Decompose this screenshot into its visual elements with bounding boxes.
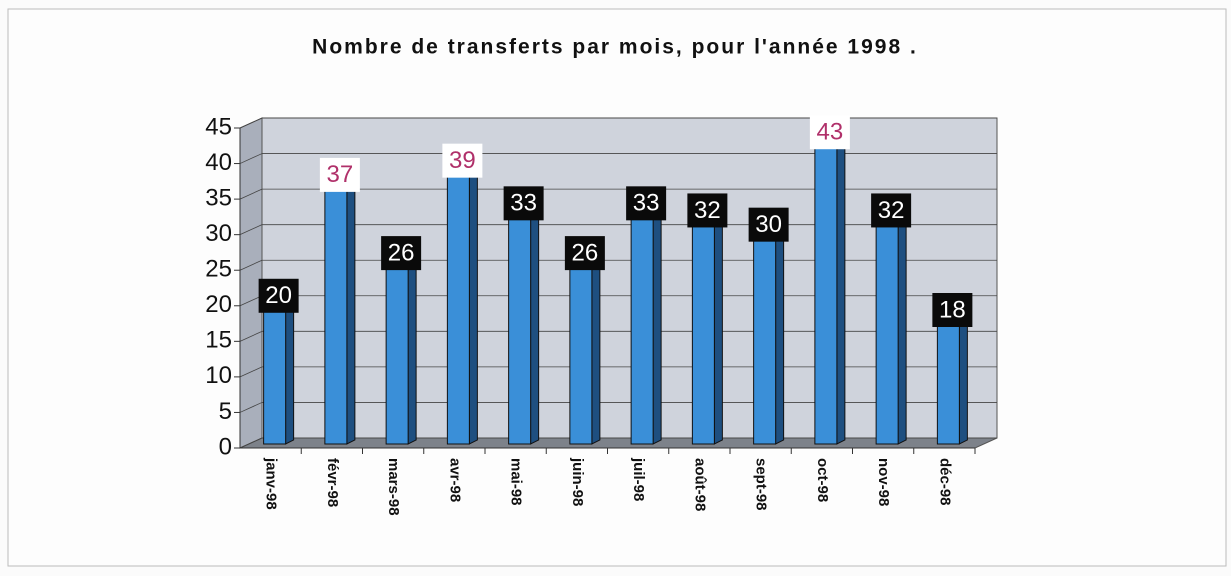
data-label-box (258, 278, 299, 313)
bar-side (775, 225, 785, 445)
bar-side (652, 204, 662, 445)
bar-side (836, 133, 846, 445)
y-tick-label: 5 (219, 398, 232, 425)
bar (324, 176, 356, 445)
x-tick-label: janv-98 (263, 457, 280, 510)
grid-line (239, 295, 263, 307)
bar (446, 161, 478, 445)
bar-side (530, 204, 540, 445)
x-tick-label: déc-98 (936, 458, 953, 506)
bar-side (468, 161, 478, 445)
data-label: 43 (817, 119, 844, 146)
bar-side (591, 254, 601, 445)
data-label: 30 (755, 211, 782, 238)
grid-line (239, 117, 263, 129)
bar (753, 225, 785, 445)
data-label-box (871, 193, 912, 228)
bar (569, 254, 601, 445)
data-label: 18 (939, 296, 966, 323)
x-tick-label: août-98 (691, 458, 708, 511)
bar (814, 133, 846, 445)
bar (630, 204, 662, 445)
data-label-box (564, 236, 605, 271)
bar-side (897, 211, 907, 445)
grid-line (239, 259, 263, 271)
bar-side (407, 254, 417, 445)
data-label-box (381, 236, 422, 271)
data-label-box (503, 186, 544, 221)
bar-side (346, 176, 356, 445)
data-label: 26 (572, 239, 599, 266)
bar-side (958, 311, 968, 445)
data-label: 26 (388, 239, 415, 266)
bar (263, 296, 295, 445)
bar-front (263, 301, 287, 445)
x-tick-label: juil-98 (630, 457, 647, 501)
x-tick-label: juin-98 (569, 457, 586, 506)
data-label: 20 (265, 282, 292, 309)
y-tick-label: 30 (205, 220, 232, 247)
x-tick-label: oct-98 (814, 458, 831, 502)
grid-line (239, 402, 263, 413)
bar-side (713, 211, 723, 445)
data-label-box (626, 186, 667, 221)
y-tick-label: 40 (205, 149, 232, 176)
bar-front (753, 230, 777, 445)
grid-line (239, 366, 263, 378)
bar-front (385, 258, 409, 445)
x-tick-label: mai-98 (508, 458, 525, 506)
bar (691, 211, 723, 445)
data-label: 33 (510, 190, 537, 217)
grid-line (239, 224, 263, 236)
y-tick-label: 25 (205, 256, 232, 283)
grid-line (239, 153, 263, 164)
x-tick-label: nov-98 (875, 458, 892, 506)
bar-front (446, 166, 470, 445)
x-tick-label: mars-98 (385, 458, 402, 516)
x-tick-label: sept-98 (753, 458, 770, 511)
bar-front (691, 215, 715, 445)
data-label-box (319, 157, 360, 192)
y-tick-label: 0 (219, 433, 232, 460)
grid-line (239, 188, 263, 200)
bar-front (875, 215, 899, 445)
bar (385, 254, 417, 445)
data-label-box (809, 115, 850, 150)
x-tick-label: févr-98 (324, 458, 341, 507)
bar (936, 311, 968, 445)
data-label: 37 (327, 161, 354, 188)
bar (875, 211, 907, 445)
data-label-box (442, 143, 483, 178)
y-tick-label: 20 (205, 291, 232, 318)
y-tick-label: 45 (205, 113, 232, 140)
bar-front (814, 137, 838, 445)
bar-front (324, 180, 348, 445)
grid-line (239, 437, 263, 449)
x-tick-label: avr-98 (446, 458, 463, 502)
grid-line (239, 330, 263, 342)
data-label-box (748, 207, 789, 242)
chart-title: Nombre de transferts par mois, pour l'an… (312, 36, 918, 59)
y-tick-label: 35 (205, 184, 232, 211)
bar-front (508, 208, 532, 445)
y-tick-label: 15 (205, 327, 232, 354)
data-label: 32 (694, 197, 721, 224)
data-label: 32 (878, 197, 905, 224)
data-label-box (932, 293, 973, 327)
bar (508, 204, 540, 445)
data-label: 39 (449, 147, 476, 174)
data-label: 33 (633, 190, 660, 217)
bar-front (569, 258, 593, 445)
bar-front (630, 208, 654, 445)
y-tick-label: 10 (205, 362, 232, 389)
bar-side (285, 296, 295, 445)
data-label-box (687, 193, 728, 228)
bar-front (936, 315, 960, 445)
